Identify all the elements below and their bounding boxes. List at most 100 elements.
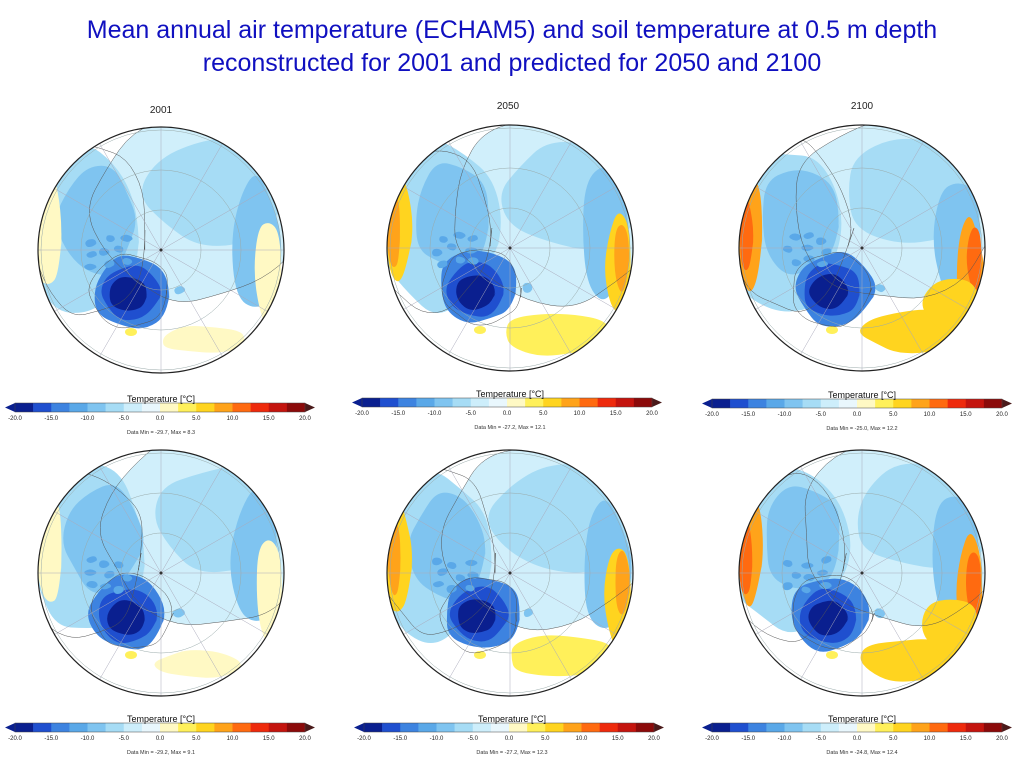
colorbar-3: -20.0 -15.0 -10.0 -5.0 0.0 5.0 10.0 15.0 20.0 <box>702 398 1012 418</box>
colorbar-tick-label: 15.0 <box>610 411 622 417</box>
polar-map-2 <box>386 124 634 372</box>
arctic-island <box>821 556 832 564</box>
meridian-line <box>160 572 268 635</box>
colorbar-title-1: Temperature [°C] <box>126 394 196 404</box>
north-pole-marker <box>508 246 512 250</box>
colorbar-swatch <box>581 723 600 732</box>
coastline <box>739 473 847 642</box>
arctic-island <box>432 557 444 566</box>
arctic-island <box>122 257 133 265</box>
kamchatka-warm-core <box>966 227 982 291</box>
colorbar-right-arrow <box>305 723 315 732</box>
colorbar-tick-label: -10.0 <box>81 736 95 742</box>
colorbar-tick-label: -20.0 <box>355 411 369 417</box>
colorbar-title-6: Temperature [°C] <box>827 714 897 724</box>
colorbar-swatch <box>766 723 785 732</box>
map-border <box>386 449 634 697</box>
colorbar-5: -20.0 -15.0 -10.0 -5.0 0.0 5.0 10.0 15.0 20.0 <box>354 722 664 742</box>
colorbar-swatch <box>214 403 233 412</box>
arctic-island <box>453 231 467 239</box>
colorbar-tick-label: -5.0 <box>119 416 130 422</box>
colorbar-swatch <box>51 403 70 412</box>
iceland <box>125 328 137 336</box>
colorbar-title-5: Temperature [°C] <box>477 714 547 724</box>
arctic-island <box>86 251 98 258</box>
coastline <box>792 252 873 328</box>
colorbar-swatch <box>784 399 803 408</box>
colorbar-swatch <box>268 403 288 412</box>
colorbar-tick-label: 0.0 <box>503 411 512 417</box>
arctic-island <box>113 245 124 253</box>
meridian-line <box>448 572 511 680</box>
colorbar-swatch <box>838 399 858 408</box>
colorbar-swatch <box>452 398 472 407</box>
map-border <box>37 126 285 374</box>
meridian-line <box>99 572 162 680</box>
meridian-line <box>509 511 617 574</box>
meridian-line <box>800 141 863 249</box>
colorbar-tick-label: 10.0 <box>574 411 586 417</box>
colorbar-swatch <box>160 403 179 412</box>
arctic-island <box>782 245 793 253</box>
colorbar-swatch <box>748 399 767 408</box>
colorbar-tick-label: 20.0 <box>996 412 1008 418</box>
colorbar-swatch <box>380 398 399 407</box>
colorbar-swatch <box>965 399 985 408</box>
colorbar-tick-label: -20.0 <box>357 736 371 742</box>
meridian-line <box>448 466 511 574</box>
north-pole-marker <box>159 248 163 252</box>
scandinavia-warm <box>154 650 243 678</box>
colorbar-swatch <box>947 723 967 732</box>
svalbard <box>523 608 534 617</box>
scandinavia-warm <box>506 313 612 356</box>
arctic-island <box>819 582 833 590</box>
north-pole-marker <box>860 246 864 250</box>
data-minmax-6: Data Min = -24.8, Max = 12.4 <box>826 750 898 756</box>
colorbar-swatch <box>929 723 948 732</box>
meridian-line <box>160 511 268 574</box>
meridian-line <box>54 572 162 635</box>
colorbar-2: -20.0 -15.0 -10.0 -5.0 0.0 5.0 10.0 15.0 20.0 <box>352 397 662 417</box>
colorbar-frame <box>361 397 653 408</box>
colorbar-tick-label: -10.0 <box>81 416 95 422</box>
meridian-line <box>403 247 511 310</box>
colorbar-swatch <box>286 723 306 732</box>
colorbar-swatch <box>178 403 197 412</box>
colorbar-swatch <box>286 403 306 412</box>
colorbar-swatch <box>196 403 215 412</box>
colorbar-tick-label: -5.0 <box>816 736 827 742</box>
meridian-line <box>861 141 924 249</box>
colorbar-swatch <box>434 398 453 407</box>
colorbar-swatch <box>362 398 381 407</box>
arctic-island <box>467 235 479 242</box>
svalbard <box>522 282 533 293</box>
panel-year-2100: 2100 <box>850 101 874 112</box>
meridian-line <box>99 249 162 357</box>
arctic-island <box>85 239 97 248</box>
meridian-line <box>509 466 572 574</box>
scandinavia-warm <box>511 635 612 677</box>
coastline <box>387 466 496 635</box>
slide-title: Mean annual air temperature (ECHAM5) and… <box>0 14 1024 80</box>
arctic-island <box>455 256 466 264</box>
colorbar-tick-label: -5.0 <box>468 736 479 742</box>
greenland-core <box>808 600 850 636</box>
arctic-island <box>446 243 457 251</box>
map-border <box>386 124 634 372</box>
colorbar-swatch <box>33 403 52 412</box>
meridian-line <box>861 247 969 310</box>
colorbar-frame <box>14 722 306 733</box>
meridian-line <box>448 141 511 249</box>
meridian-line <box>800 466 863 574</box>
colorbar-swatch <box>875 723 894 732</box>
colorbar-tick-label: -20.0 <box>8 736 22 742</box>
colorbar-tick-label: 5.0 <box>541 736 550 742</box>
colorbar-tick-label: -15.0 <box>391 411 405 417</box>
arctic-island <box>104 260 115 268</box>
colorbar-swatch <box>15 403 34 412</box>
colorbar-1: -20.0 -15.0 -10.0 -5.0 0.0 5.0 10.0 15.0 20.0 <box>5 402 315 422</box>
meridian-line <box>54 188 162 251</box>
colorbar-swatch <box>123 403 143 412</box>
meridian-line <box>160 572 223 680</box>
